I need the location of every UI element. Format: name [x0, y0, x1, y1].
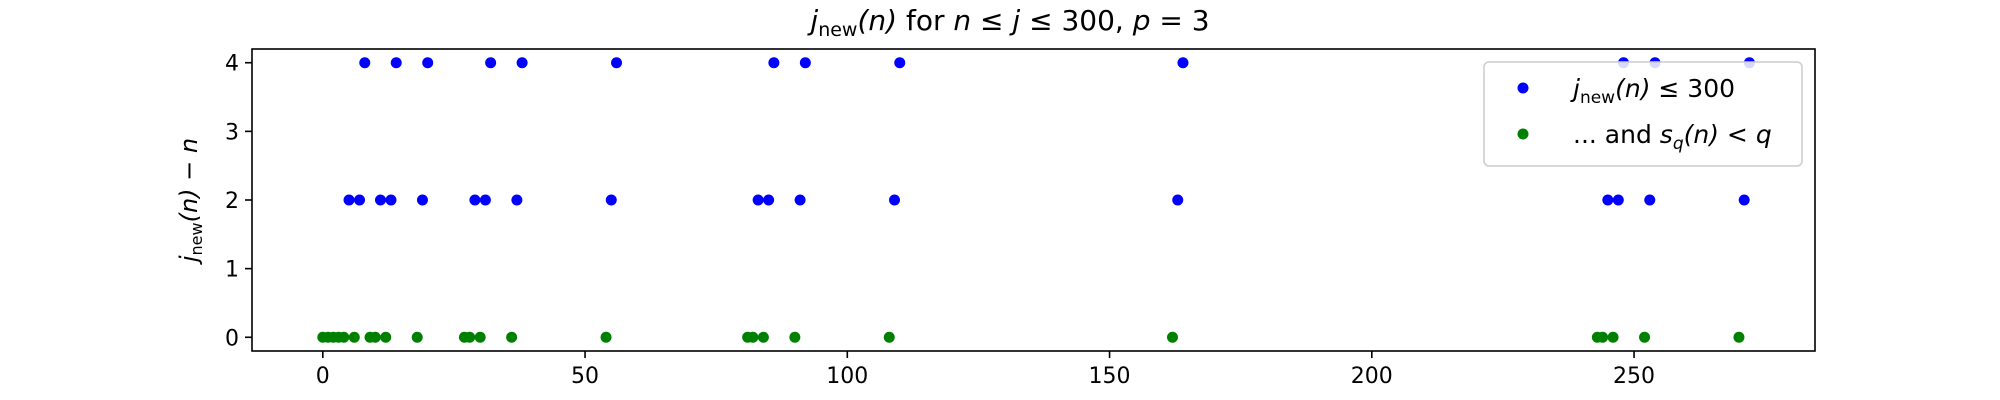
- data-point-jnew: [511, 194, 523, 206]
- data-point-jnew: [611, 57, 623, 69]
- data-point-jnew: [416, 194, 428, 206]
- y-tick-label: 1: [225, 258, 239, 283]
- data-point-sq: [348, 331, 360, 343]
- y-tick-label: 2: [225, 189, 239, 214]
- data-point-jnew: [1177, 57, 1189, 69]
- data-point-sq: [1166, 331, 1178, 343]
- data-point-jnew: [799, 57, 811, 69]
- data-point-sq: [883, 331, 895, 343]
- x-tick-label: 250: [1613, 364, 1655, 389]
- data-point-sq: [369, 331, 381, 343]
- data-point-jnew: [354, 194, 366, 206]
- data-point-jnew: [605, 194, 617, 206]
- legend: jnew(n) ≤ 300 ... and sq(n) < q: [1483, 61, 1803, 167]
- data-point-jnew: [794, 194, 806, 206]
- data-point-jnew: [768, 57, 780, 69]
- data-point-jnew: [763, 194, 775, 206]
- y-tick-label: 0: [225, 326, 239, 351]
- data-point-jnew: [485, 57, 497, 69]
- legend-box: [1483, 61, 1803, 167]
- data-point-sq: [474, 331, 486, 343]
- data-point-sq: [506, 331, 518, 343]
- data-point-jnew: [1602, 194, 1614, 206]
- data-point-jnew: [752, 194, 764, 206]
- data-point-sq: [380, 331, 392, 343]
- y-axis-label: jnew(n) − n: [175, 138, 206, 265]
- data-point-jnew: [1644, 194, 1656, 206]
- data-points: [317, 57, 1755, 343]
- data-point-jnew: [894, 57, 906, 69]
- data-point-sq: [789, 331, 801, 343]
- data-point-jnew: [422, 57, 434, 69]
- legend-marker-blue: [1517, 82, 1529, 94]
- data-point-sq: [464, 331, 476, 343]
- data-point-jnew: [375, 194, 387, 206]
- legend-label-sq: ... and sq(n) < q: [1573, 120, 1772, 154]
- y-axis: 0 1 2 3 4: [225, 52, 252, 351]
- x-tick-label: 50: [571, 364, 599, 389]
- data-point-jnew: [1612, 194, 1624, 206]
- data-point-sq: [600, 331, 612, 343]
- data-point-jnew: [359, 57, 371, 69]
- data-point-sq: [1607, 331, 1619, 343]
- legend-marker-green: [1517, 128, 1529, 140]
- y-tick-label: 4: [225, 52, 239, 77]
- legend-label-jnew: jnew(n) ≤ 300: [1570, 74, 1735, 108]
- data-point-jnew: [479, 194, 491, 206]
- data-point-jnew: [390, 57, 402, 69]
- data-point-jnew: [1172, 194, 1184, 206]
- chart-title: jnew(n) for n ≤ j ≤ 300, p = 3: [806, 4, 1209, 41]
- data-point-sq: [747, 331, 759, 343]
- data-point-jnew: [469, 194, 481, 206]
- data-point-sq: [411, 331, 423, 343]
- x-tick-label: 0: [316, 364, 330, 389]
- x-tick-label: 100: [826, 364, 868, 389]
- data-point-sq: [1733, 331, 1745, 343]
- data-point-sq: [338, 331, 350, 343]
- data-point-sq: [1639, 331, 1651, 343]
- x-axis: 0 50 100 150 200 250: [316, 351, 1655, 389]
- data-point-jnew: [889, 194, 901, 206]
- x-tick-label: 200: [1351, 364, 1393, 389]
- x-tick-label: 150: [1089, 364, 1131, 389]
- data-point-jnew: [385, 194, 397, 206]
- data-point-jnew: [343, 194, 355, 206]
- data-point-sq: [757, 331, 769, 343]
- data-point-jnew: [516, 57, 528, 69]
- y-tick-label: 3: [225, 120, 239, 145]
- data-point-sq: [1597, 331, 1609, 343]
- data-point-jnew: [1738, 194, 1750, 206]
